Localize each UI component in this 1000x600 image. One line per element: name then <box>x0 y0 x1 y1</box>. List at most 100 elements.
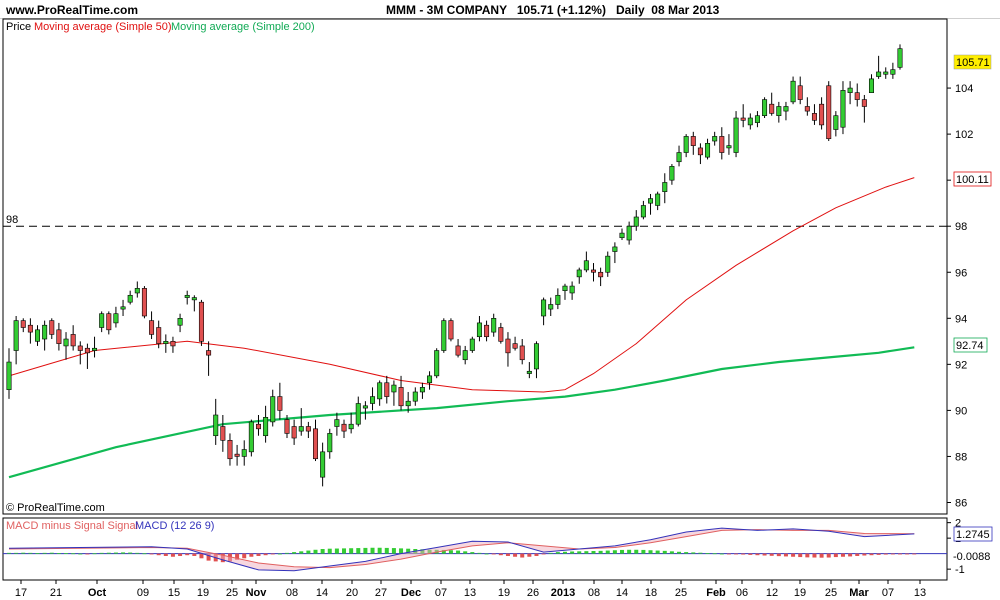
macd-hist-bar <box>342 548 347 554</box>
macd-hist-bar <box>463 551 468 554</box>
macd-hist-bar <box>869 553 874 556</box>
macd-hist-bar <box>56 553 61 554</box>
candle-body <box>797 85 803 100</box>
price-tick-label: 92 <box>955 359 967 371</box>
macd-hist-bar <box>199 553 204 559</box>
candle-body <box>35 329 41 342</box>
date-tick-label: 2013 <box>551 587 575 599</box>
price-tick-label: 86 <box>955 497 967 509</box>
price-tick-label: 98 <box>955 221 967 233</box>
macd-tick-label: -1 <box>955 564 965 576</box>
candle-body <box>868 78 874 93</box>
macd-hist-bar <box>399 548 404 554</box>
price-tick-label: 90 <box>955 405 967 417</box>
moving-averages <box>8 177 915 479</box>
signal-line <box>8 529 915 569</box>
candle-body <box>263 417 269 437</box>
macd-hist-bar <box>356 548 361 554</box>
candle-body <box>191 297 197 301</box>
candle-body <box>883 71 889 75</box>
candle-body <box>149 320 155 335</box>
date-tick-label: 13 <box>914 587 926 599</box>
macd-hist-bar <box>534 553 539 556</box>
macd-hist-bar <box>527 553 532 557</box>
macd-hist-bar <box>591 551 596 554</box>
date-tick-label: 18 <box>645 587 657 599</box>
candle-body <box>769 103 775 114</box>
candle-body <box>405 400 411 407</box>
candle-body <box>619 232 625 239</box>
candle-body <box>740 117 746 121</box>
candle-body <box>541 299 547 317</box>
price-panel[interactable] <box>2 18 948 515</box>
macd-hist-bar <box>263 553 268 556</box>
macd-hist-bar <box>826 553 831 558</box>
macd-hist-bar <box>776 553 781 557</box>
candle-body <box>220 426 226 441</box>
macd-hist-bar <box>627 549 632 554</box>
candle-body <box>861 99 867 107</box>
macd-value-box <box>953 526 993 542</box>
candle-body <box>419 387 425 393</box>
candle-body <box>198 301 204 342</box>
date-tick-label: 07 <box>435 587 447 599</box>
macd-hist-bar <box>299 551 304 554</box>
macd-hist-bar <box>149 553 154 555</box>
macd-hist-bar <box>648 550 653 554</box>
candle-body <box>733 117 739 153</box>
macd-hist-bar <box>755 553 760 556</box>
macd-hist-bar <box>541 553 546 555</box>
candle-body <box>298 426 304 432</box>
candle-body <box>63 338 69 347</box>
macd-hist-bar <box>256 553 261 556</box>
macd-hist-bar <box>612 550 617 554</box>
price-tick-label: 102 <box>955 129 973 141</box>
date-tick-label: 06 <box>736 587 748 599</box>
candle-body <box>248 421 254 453</box>
candle-body <box>462 350 468 361</box>
candle-body <box>612 246 618 252</box>
legend-ma200: Moving average (Simple 200) <box>171 21 315 33</box>
candle-body <box>49 320 55 335</box>
date-tick-label: Oct <box>88 587 107 599</box>
candle-body <box>484 324 490 338</box>
macd-hist-bar <box>584 551 589 554</box>
macd-hist-bar <box>641 549 646 554</box>
macd-panel[interactable] <box>2 517 948 581</box>
candle-body <box>163 341 169 344</box>
macd-hist-bar <box>441 549 446 554</box>
date-tick-label: 13 <box>464 587 476 599</box>
candle-body <box>655 193 661 206</box>
macd-hist-bar <box>28 552 33 554</box>
macd-hist-bar <box>712 553 717 555</box>
candle-body <box>598 271 604 278</box>
macd-hist-bar <box>798 553 803 558</box>
candle-body <box>783 106 789 112</box>
macd-hist-bar <box>748 553 753 555</box>
macd-hist-bar <box>548 552 553 554</box>
macd-hist-bar <box>192 553 197 556</box>
candle-body <box>377 382 383 400</box>
ma200-line <box>8 346 915 479</box>
date-tick-label: 14 <box>316 587 328 599</box>
macd-hist-bar <box>840 553 845 557</box>
candle-body <box>391 384 397 393</box>
macd-hist-bar <box>334 548 339 554</box>
macd-hist-bar <box>734 553 739 555</box>
candle-body <box>683 136 689 153</box>
macd-hist-bar <box>719 553 724 555</box>
candle-body <box>590 269 596 273</box>
site-name[interactable]: www.ProRealTime.com <box>6 3 139 17</box>
candle-body <box>398 387 404 407</box>
candle-body <box>555 294 561 305</box>
date-tick-label: 12 <box>766 587 778 599</box>
candle-body <box>305 426 311 432</box>
macd-hist-bar <box>370 547 375 554</box>
candle-body <box>348 423 354 430</box>
date-axis: 17 21 Oct 09 15 19 25 Nov 08 14 20 27 Dec 07 13 19 26 201… <box>15 580 926 599</box>
macd-hist-bar <box>142 553 147 555</box>
date-tick-label: 14 <box>616 587 628 599</box>
macd-hist-bar <box>270 553 275 555</box>
macd-hist-bar <box>698 552 703 554</box>
